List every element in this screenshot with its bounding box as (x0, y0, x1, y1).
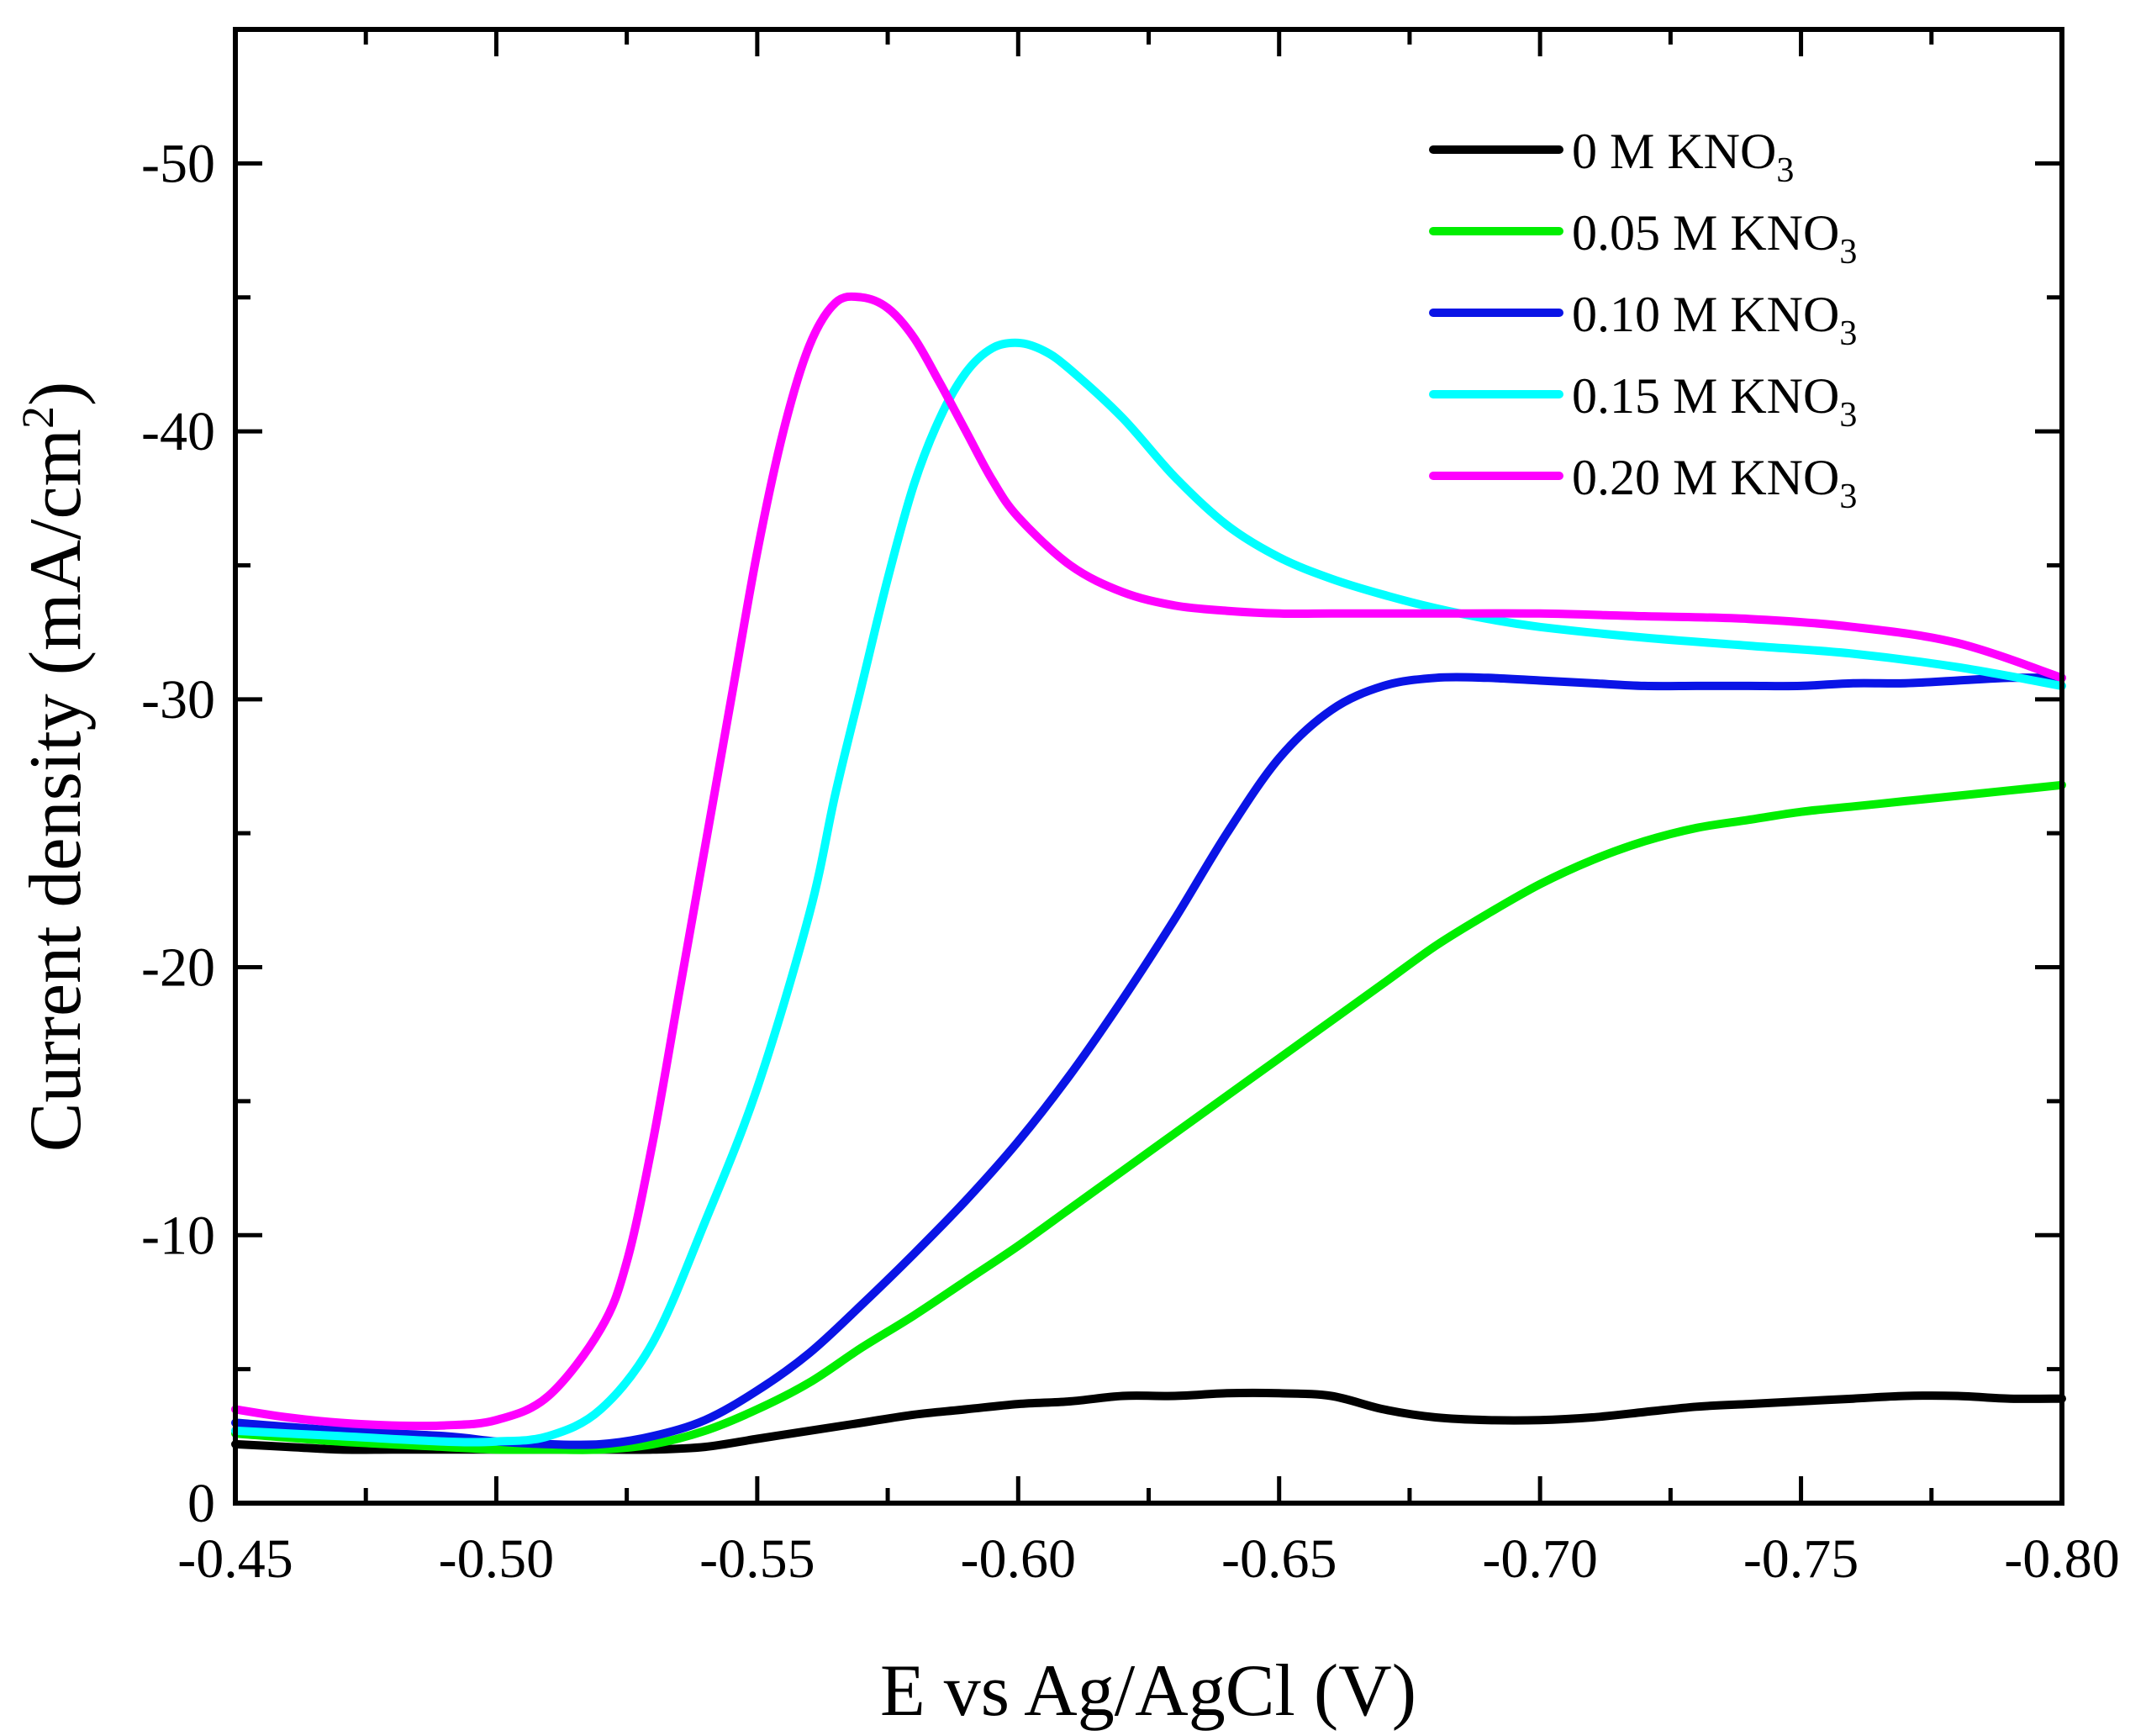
y-tick-label: -30 (141, 669, 215, 731)
y-axis-title-close: ) (15, 382, 97, 406)
ticks-layer: -0.45 -0.50 -0.55 -0.60 -0.65 -0.70 -0.75 -0.80… (141, 29, 2120, 1590)
y-tick-label: -40 (141, 401, 215, 462)
legend-label: 0.20 M KNO3 (1572, 450, 1857, 516)
series-line-2 (231, 673, 2066, 1449)
y-axis-title-main: Current density (mA/cm (15, 429, 97, 1152)
series-line-4 (231, 292, 2066, 1431)
x-tick-label: -0.60 (961, 1528, 1076, 1590)
y-tick-label: -20 (141, 937, 215, 999)
legend-label: 0.15 M KNO3 (1572, 368, 1857, 435)
y-tick-label: 0 (187, 1473, 215, 1534)
y-axis-title: Current density (mA/cm2) (13, 382, 97, 1153)
x-tick-label: -0.55 (699, 1528, 815, 1590)
x-tick-label: -0.75 (1743, 1528, 1859, 1590)
x-tick-label: -0.80 (2004, 1528, 2119, 1590)
legend-label: 0 M KNO3 (1572, 124, 1794, 190)
legend-label: 0.10 M KNO3 (1572, 287, 1857, 353)
y-tick-label: -10 (141, 1205, 215, 1266)
series-line-3 (231, 338, 2066, 1447)
legend-label: 0.05 M KNO3 (1572, 205, 1857, 272)
x-tick-label: -0.65 (1221, 1528, 1337, 1590)
legend: 0 M KNO3 0.05 M KNO3 0.10 M KNO3 0.15 M KNO… (1429, 124, 1857, 516)
series-line-1 (231, 780, 2066, 1454)
x-tick-label: -0.45 (177, 1528, 293, 1590)
series-layer (231, 292, 2066, 1454)
y-axis-title-sup: 2 (13, 406, 63, 429)
x-tick-label: -0.70 (1482, 1528, 1597, 1590)
x-axis-title: E vs Ag/AgCl (V) (880, 1650, 1416, 1732)
y-tick-label: -50 (141, 133, 215, 194)
x-tick-label: -0.50 (439, 1528, 554, 1590)
